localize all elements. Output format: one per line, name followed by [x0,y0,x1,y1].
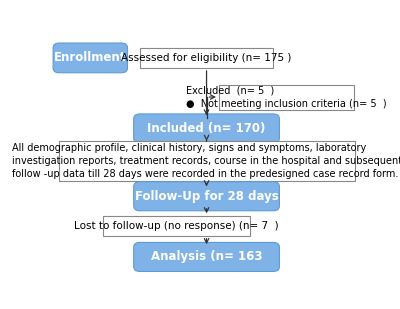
FancyBboxPatch shape [134,243,279,271]
Text: Analysis (n= 163: Analysis (n= 163 [151,250,262,264]
FancyBboxPatch shape [59,141,355,181]
Text: Lost to follow-up (no response) (n= 7  ): Lost to follow-up (no response) (n= 7 ) [74,221,279,231]
Text: Assessed for eligibility (n= 175 ): Assessed for eligibility (n= 175 ) [121,53,292,63]
FancyBboxPatch shape [134,182,279,211]
Text: Excluded  (n= 5  )
●  Not meeting inclusion criteria (n= 5  ): Excluded (n= 5 ) ● Not meeting inclusion… [186,86,387,109]
FancyBboxPatch shape [134,114,279,143]
FancyBboxPatch shape [140,48,273,68]
Text: Included (n= 170): Included (n= 170) [147,122,266,135]
Text: Enrollment: Enrollment [54,51,126,64]
FancyBboxPatch shape [219,85,354,110]
FancyBboxPatch shape [53,43,128,73]
Text: Follow-Up for 28 days: Follow-Up for 28 days [135,190,278,203]
FancyBboxPatch shape [103,216,250,236]
Text: All demographic profile, clinical history, signs and symptoms, laboratory
invest: All demographic profile, clinical histor… [12,143,400,179]
